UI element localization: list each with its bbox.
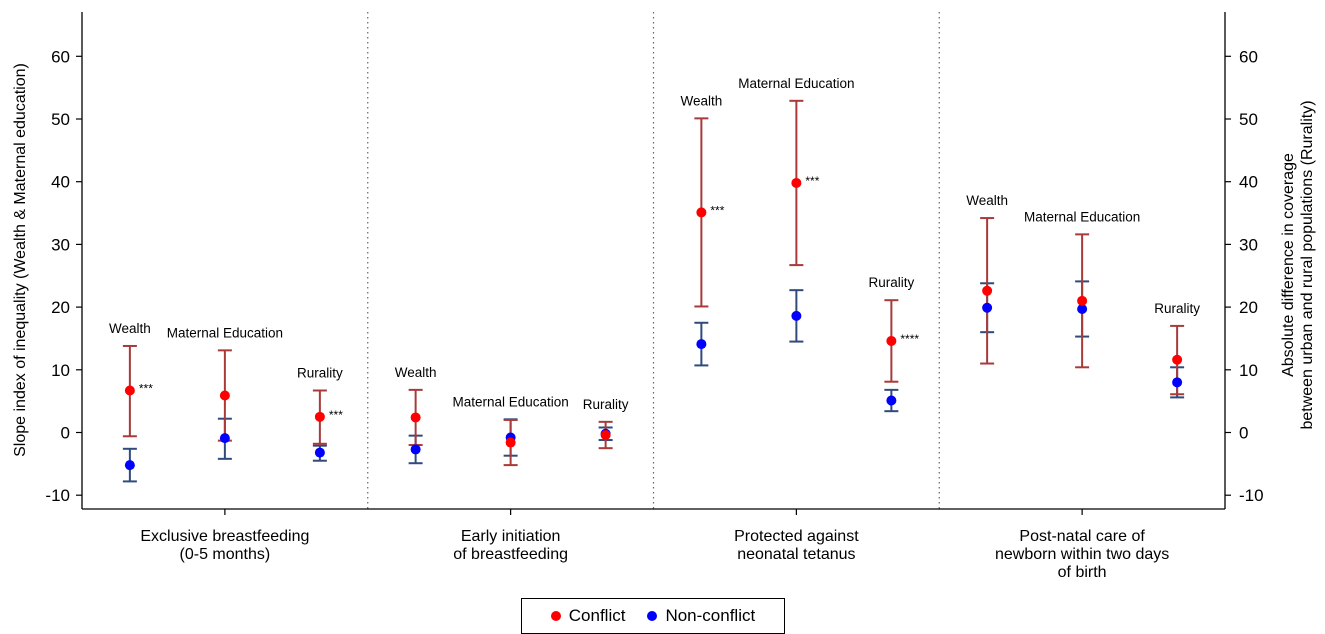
point-conflict [410,412,421,423]
group-label: Wealth [109,321,151,336]
y-tick-label-left: 50 [51,110,70,129]
y-tick-label-left: 60 [51,47,70,66]
significance-stars: *** [805,174,819,188]
point-conflict [314,411,325,422]
group-maternal-education: Maternal Education [452,394,569,467]
legend-item-nonconflict: Non-conflict [647,606,755,626]
point-conflict [886,335,897,346]
legend-marker-nonconflict [647,611,658,621]
legend-marker-conflict [550,611,561,621]
legend: Conflict Non-conflict [521,598,785,634]
x-category-label-line: of birth [1058,564,1107,581]
y-tick-label-right: -10 [1239,486,1264,505]
point-nonconflict [696,339,707,350]
y-tick-label-right: 50 [1239,110,1258,129]
significance-stars: *** [710,203,724,217]
axes: -10 -10 0 0 10 10 20 20 30 30 40 40 50 50 60 60 Exclusiv… [45,12,1264,581]
x-category-label-line: Post-natal care of [1019,528,1145,545]
point-conflict [219,390,230,401]
group-wealth: *** Wealth [680,93,725,367]
point-nonconflict [314,447,325,458]
y-tick-label-right: 20 [1239,298,1258,317]
group-label: Wealth [966,193,1008,208]
y-tick-label-right: 30 [1239,235,1258,254]
group-label: Wealth [395,365,437,380]
point-nonconflict [1077,303,1088,314]
group-label: Maternal Education [738,76,854,91]
point-nonconflict [219,433,230,444]
point-conflict [696,207,707,218]
group-label: Rurality [868,275,914,290]
point-nonconflict [1172,377,1183,388]
point-nonconflict [124,460,135,471]
y-tick-label-right: 10 [1239,361,1258,380]
chart-canvas: -10 -10 0 0 10 10 20 20 30 30 40 40 50 50 60 60 Exclusiv… [12,12,1316,581]
group-label: Rurality [583,397,629,412]
point-conflict [600,430,611,441]
group-label: Rurality [1154,301,1200,316]
significance-stars: *** [329,408,343,422]
group-rurality: *** Rurality [297,365,343,462]
group-label: Maternal Education [1024,209,1140,224]
x-category-label-line: Protected against [734,528,859,545]
legend-item-conflict: Conflict [550,606,626,626]
y-tick-label-right: 0 [1239,424,1248,443]
point-conflict [1077,295,1088,306]
y-tick-label-left: 0 [61,424,70,443]
x-category-label: Exclusive breastfeeding (0-5 months) [140,528,309,563]
legend-label-conflict: Conflict [568,606,626,625]
group-maternal-education: Maternal Education [167,325,283,460]
point-conflict [124,385,135,396]
point-conflict [505,437,516,448]
y-tick-label-left: 20 [51,298,70,317]
group-wealth: *** Wealth [109,321,153,483]
group-label: Rurality [297,365,343,380]
y-tick-label-left: -10 [45,486,70,505]
group-maternal-education: *** Maternal Education [738,76,855,343]
x-category-label-line: Exclusive breastfeeding [140,528,309,545]
y-tick-label-right: 60 [1239,47,1258,66]
x-category-label: Post-natal care of newborn within two day… [995,528,1169,581]
point-nonconflict [886,395,897,406]
point-conflict [791,177,802,188]
y-tick-label-left: 30 [51,235,70,254]
x-category-label-line: newborn within two days [995,546,1169,563]
y-axis-right-title-line2: between urban and rural populations (Rur… [1299,100,1316,429]
x-category-label-line: Early initiation [461,528,561,545]
significance-stars: *** [139,381,153,395]
y-tick-label-left: 40 [51,173,70,192]
chart-marks: *** Wealth Maternal Education *** Rurality We… [109,76,1200,483]
x-category-label-line: (0-5 months) [180,546,271,563]
legend-label-nonconflict: Non-conflict [665,606,756,625]
group-rurality: Rurality [1154,301,1200,399]
y-tick-label-left: 10 [51,361,70,380]
y-axis-right-title-line1: Absolute difference in coverage [1280,153,1297,377]
group-label: Wealth [680,93,722,108]
point-conflict [1172,354,1183,365]
point-conflict [982,285,993,296]
x-category-label: Early initiation of breastfeeding [453,528,568,563]
group-rurality: Rurality [583,397,629,450]
group-wealth: Wealth [395,365,437,465]
group-label: Maternal Education [167,325,283,340]
point-nonconflict [791,310,802,321]
group-maternal-education: Maternal Education [1024,209,1140,369]
group-wealth: Wealth [966,193,1008,365]
group-rurality: **** Rurality [868,275,919,413]
x-category-label-line: of breastfeeding [453,546,568,563]
point-nonconflict [982,302,993,313]
group-label: Maternal Education [452,394,568,409]
point-nonconflict [410,444,421,455]
y-tick-label-right: 40 [1239,173,1258,192]
x-category-label-line: neonatal tetanus [737,546,855,563]
x-category-label: Protected against neonatal tetanus [734,528,859,563]
significance-stars: **** [900,332,919,346]
y-axis-left-title: Slope index of inequality (Wealth & Mate… [12,63,29,457]
